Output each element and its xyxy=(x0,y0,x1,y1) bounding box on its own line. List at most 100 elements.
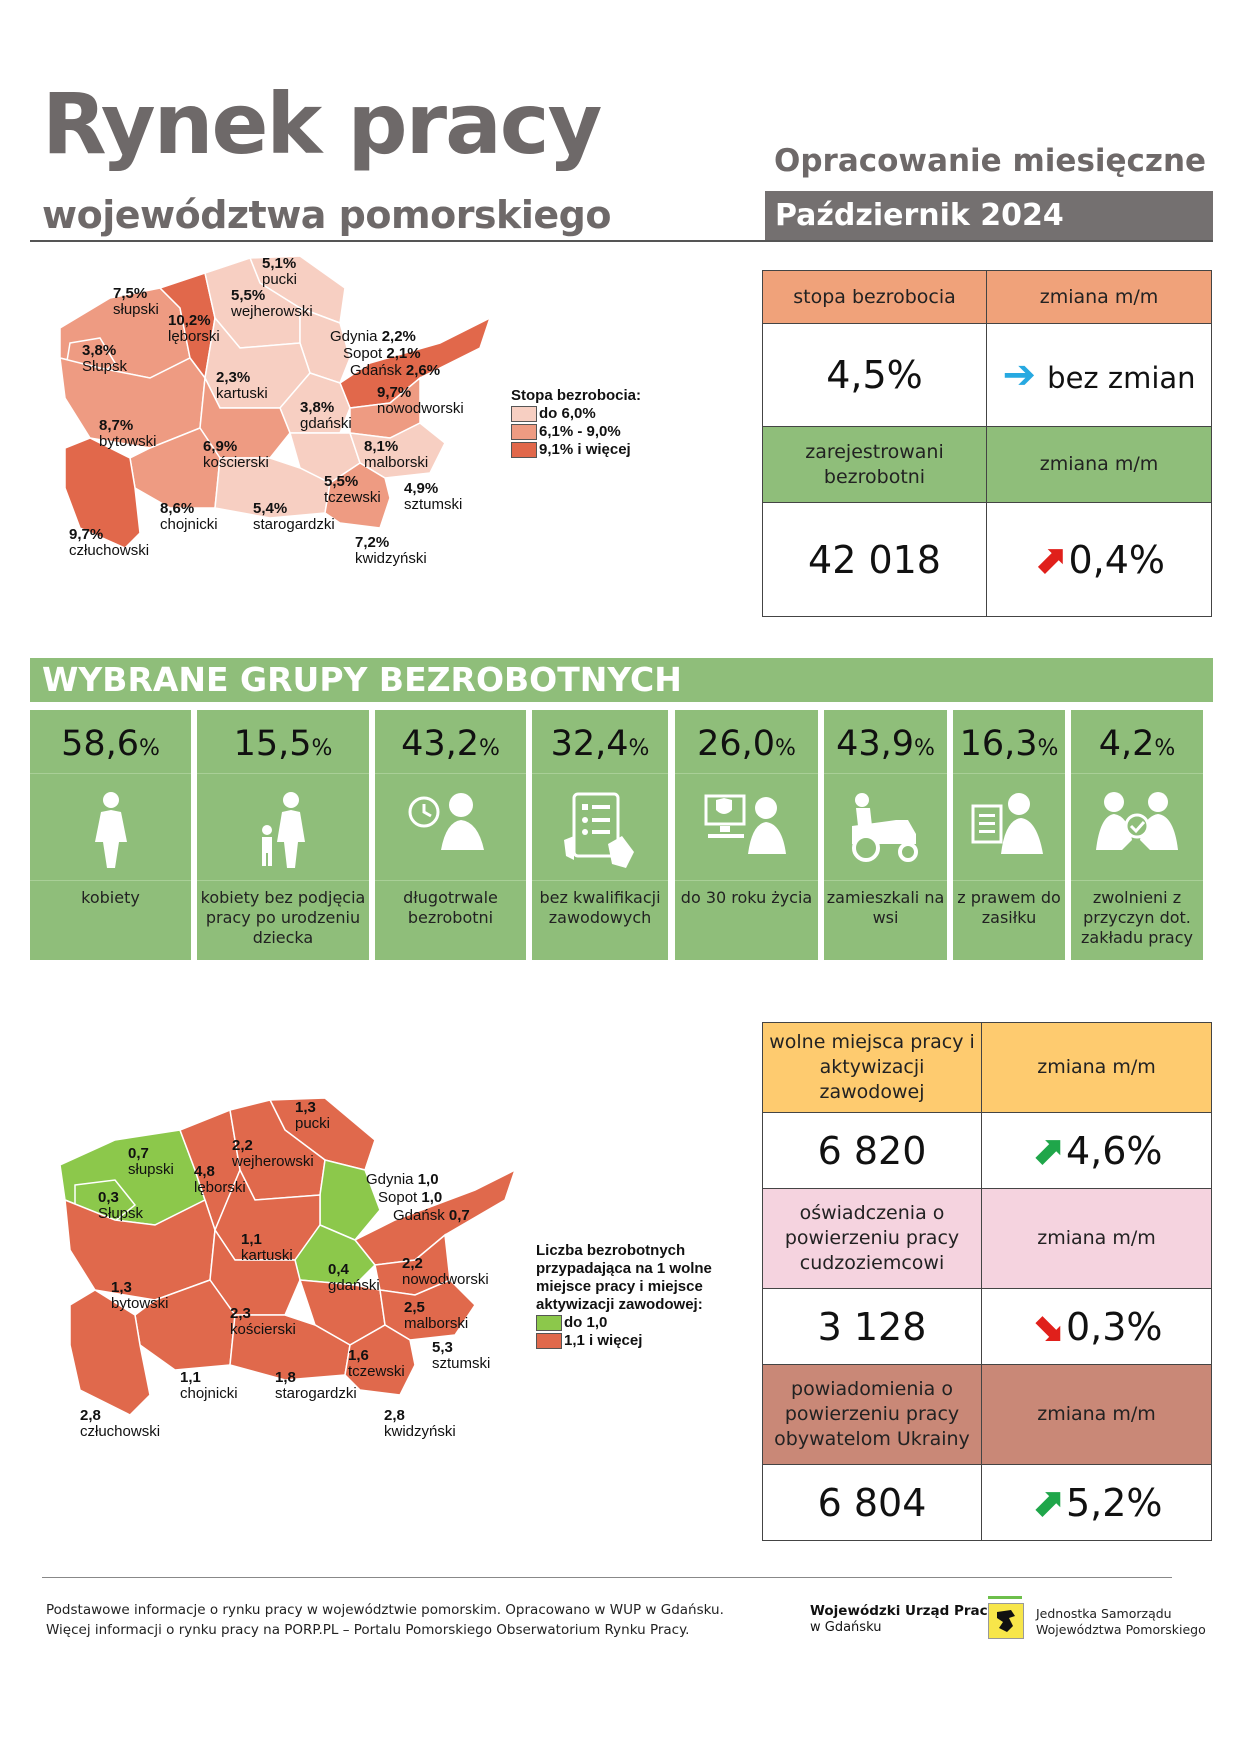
tractor-icon xyxy=(851,793,918,862)
map2-label-starogardzki: 1,8 starogardzki xyxy=(275,1369,357,1402)
kpi-top-table: stopa bezrobocia zmiana m/m 4,5% ➔ bez z… xyxy=(762,270,1212,617)
ukraine-notifications-change-label: zmiana m/m xyxy=(981,1364,1212,1465)
rate-change-value: bez zmian xyxy=(1047,361,1196,395)
declarations-change-cell: ⬊0,3% xyxy=(981,1288,1212,1365)
map1-label-gdansk: Gdańsk 2,6% xyxy=(350,362,441,379)
declarations-value: 3 128 xyxy=(762,1288,982,1365)
declarations-change-value: 0,3% xyxy=(1065,1304,1163,1349)
map1-label-czluchowski: 9,7% człuchowski xyxy=(69,526,150,559)
map1-label-kartuski: 2,3% kartuski xyxy=(216,369,268,402)
group-value: 4,2 xyxy=(1098,724,1155,764)
map2-legend-item: 1,1 i więcej xyxy=(536,1332,716,1350)
group-card: 15,5% kobiety bez podjęcia pracy po urod… xyxy=(197,710,369,960)
group-card: 32,4% bez kwalifikacji zawodowych xyxy=(532,710,668,960)
group-value: 15,5 xyxy=(233,724,312,764)
map2-label-gdansk: Gdańsk 0,7 xyxy=(393,1207,470,1224)
map1-label-slupsk: 3,8% Słupsk xyxy=(82,342,128,375)
wup-logo-text: Wojewódzki Urząd Pracy w Gdańsku xyxy=(810,1603,997,1635)
group-value: 43,9 xyxy=(836,724,915,764)
vacancies-change-cell: ⬈4,6% xyxy=(981,1112,1212,1189)
map2-label-gdynia: Gdynia 1,0 xyxy=(366,1171,439,1188)
rate-change-label: zmiana m/m xyxy=(986,270,1212,324)
ukraine-notifications-value: 6 804 xyxy=(762,1464,982,1541)
declarations-label: oświadczenia o powierzeniu pracy cudzozi… xyxy=(762,1188,982,1289)
registered-label: zarejestrowani bezrobotni xyxy=(762,426,987,503)
map1-label-slupski: 7,5% słupski xyxy=(113,285,159,318)
map2-label-wejherowski: 2,2 wejherowski xyxy=(232,1137,314,1170)
group-label: długotrwale bezrobotni xyxy=(403,888,498,927)
map1-label-sztumski: 4,9% sztumski xyxy=(404,480,463,513)
logo-accent xyxy=(988,1596,1022,1599)
map1-label-malborski: 8,1% malborski xyxy=(364,438,429,471)
group-card: 4,2% zwolnieni z przyczyn dot. zakładu p… xyxy=(1071,710,1203,960)
arrow-right-icon: ➔ xyxy=(1002,352,1036,398)
group-label: zwolnieni z przyczyn dot. zakładu pracy xyxy=(1080,888,1193,947)
map1-legend: Stopa bezrobocia: do 6,0% 6,1% - 9,0% 9,… xyxy=(511,387,641,459)
map2-label-bytowski: 1,3 bytowski xyxy=(111,1279,169,1312)
voivodeship-text: Jednostka Samorządu Województwa Pomorskie… xyxy=(1036,1606,1206,1637)
group-label: zamieszkali na wsi xyxy=(826,888,945,927)
header-divider xyxy=(30,240,1213,242)
map1-label-bytowski: 8,7% bytowski xyxy=(99,417,157,450)
group-value: 26,0 xyxy=(697,724,776,764)
map1-legend-item: 6,1% - 9,0% xyxy=(511,423,641,441)
group-label: bez kwalifikacji zawodowych xyxy=(539,888,661,927)
map2-label-kwidzynski: 2,8 kwidzyński xyxy=(384,1407,456,1440)
group-label: kobiety xyxy=(81,888,140,907)
ukraine-notifications-change-value: 5,2% xyxy=(1065,1480,1163,1525)
region-kwidzynski xyxy=(344,1324,416,1396)
registered-value: 42 018 xyxy=(762,502,987,617)
group-label: do 30 roku życia xyxy=(680,888,813,907)
group-label: z prawem do zasiłku xyxy=(957,888,1061,927)
map1-label-chojnicki: 8,6% chojnicki xyxy=(160,500,218,533)
map2-label-nowodworski: 2,2 nowodworski xyxy=(402,1255,489,1288)
map2-label-czluchowski: 2,8 człuchowski xyxy=(80,1407,161,1440)
handshake-dismissal-icon xyxy=(1096,792,1178,850)
map1-label-starogardzki: 5,4% starogardzki xyxy=(253,500,335,533)
map1-label-tczewski: 5,5% tczewski xyxy=(324,473,381,506)
rate-value: 4,5% xyxy=(762,323,987,427)
group-value: 16,3 xyxy=(959,724,1038,764)
map2-legend: Liczba bezrobotnych przypadająca na 1 wo… xyxy=(536,1242,716,1350)
arrow-up-right-icon: ⬈ xyxy=(1030,1127,1064,1174)
tablet-checklist-icon xyxy=(564,792,634,868)
map2-label-chojnicki: 1,1 chojnicki xyxy=(180,1369,238,1402)
map2-label-koscierski: 2,3 kościerski xyxy=(230,1305,296,1338)
map1-label-gdanski: 3,8% gdański xyxy=(300,399,352,432)
map2-label-kartuski: 1,1 kartuski xyxy=(241,1231,293,1264)
group-card: 43,9% zamieszkali na wsi xyxy=(824,710,947,960)
footer-divider xyxy=(42,1577,1172,1578)
group-label: kobiety bez podjęcia pracy po urodzeniu … xyxy=(200,888,366,947)
group-card: 16,3% z prawem do zasiłku xyxy=(953,710,1065,960)
map1-label-koscierski: 6,9% kościerski xyxy=(203,438,269,471)
young-person-computer-icon xyxy=(704,794,786,854)
jobs-ratio-map xyxy=(59,1097,517,1416)
group-card: 58,6% kobiety xyxy=(30,710,191,960)
map1-legend-title: Stopa bezrobocia: xyxy=(511,387,642,404)
map2-label-malborski: 2,5 malborski xyxy=(404,1299,469,1332)
map2-label-gdanski: 0,4 gdański xyxy=(328,1261,380,1294)
ukraine-notifications-label: powiadomienia o powierzeniu pracy obywat… xyxy=(762,1364,982,1465)
map1-label-wejherowski: 5,5% wejherowski xyxy=(231,287,313,320)
map2-label-leborski: 4,8 lęborski xyxy=(194,1163,246,1196)
map2-label-tczewski: 1,6 tczewski xyxy=(348,1347,405,1380)
rate-label: stopa bezrobocia xyxy=(762,270,987,324)
map2-legend-item: do 1,0 xyxy=(536,1314,716,1332)
page-subtitle: województwa pomorskiego xyxy=(42,193,611,237)
declarations-change-label: zmiana m/m xyxy=(981,1188,1212,1289)
region-sztumski xyxy=(348,422,446,479)
map2-legend-title: Liczba bezrobotnych przypadająca na 1 wo… xyxy=(536,1242,712,1313)
group-value: 58,6 xyxy=(61,724,140,764)
map1-legend-item: do 6,0% xyxy=(511,405,641,423)
region-sztumski xyxy=(379,1279,476,1341)
map2-label-sopot: Sopot 1,0 xyxy=(378,1189,443,1206)
woman-icon xyxy=(94,792,127,868)
region-czluchowski xyxy=(64,437,141,549)
map1-label-pucki: 5,1% pucki xyxy=(262,255,298,288)
group-value: 32,4 xyxy=(550,724,629,764)
map2-label-sztumski: 5,3 sztumski xyxy=(432,1339,491,1372)
report-period: Październik 2024 xyxy=(765,191,1213,241)
footer-line: Więcej informacji o rynku pracy na PORP.… xyxy=(46,1622,690,1638)
map1-legend-item: 9,1% i więcej xyxy=(511,441,641,459)
region-czluchowski xyxy=(69,1289,151,1416)
